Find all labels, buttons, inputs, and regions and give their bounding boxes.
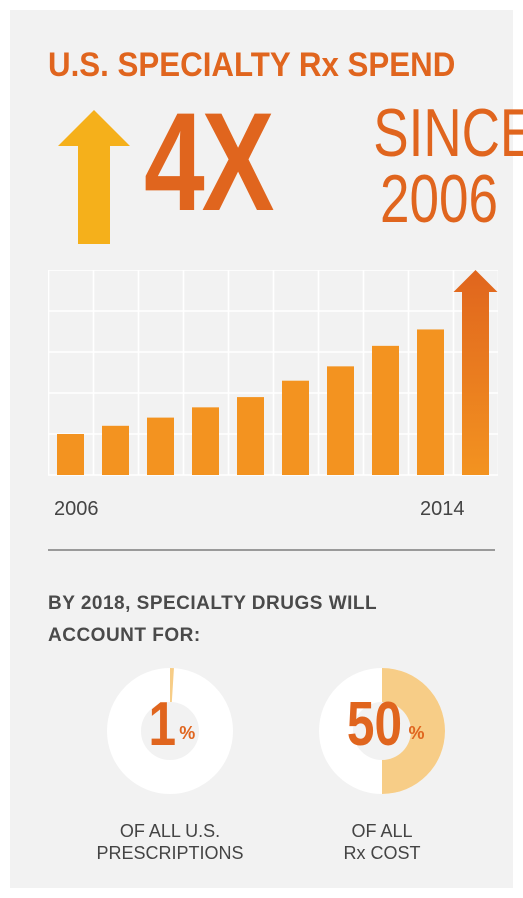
bar-2010 bbox=[237, 397, 264, 475]
donut-share-arc bbox=[170, 668, 174, 703]
growth-multiplier: 4X bbox=[144, 83, 274, 240]
donut-ring-prescriptions bbox=[107, 668, 233, 794]
bar-arrow-2015 bbox=[453, 270, 498, 475]
spend-bar-chart bbox=[48, 270, 498, 476]
headline: U.S. SPECIALTY Rx SPEND bbox=[48, 46, 456, 84]
donut-unit: % bbox=[408, 723, 425, 743]
since-year: 2006 bbox=[380, 161, 498, 237]
caption-cost: OF ALL Rx COST bbox=[282, 820, 482, 864]
bar-2009 bbox=[192, 407, 219, 475]
since-word: SINCE bbox=[373, 95, 523, 171]
donut-prescriptions: 1% bbox=[90, 668, 250, 798]
caption-line: OF ALL bbox=[351, 821, 413, 841]
section-divider bbox=[48, 549, 495, 551]
donut-value-cost: 50% bbox=[302, 690, 462, 760]
caption-line: Rx COST bbox=[343, 843, 421, 863]
donut-number: 50 bbox=[346, 690, 402, 759]
x-tick-label-end: 2014 bbox=[420, 498, 465, 520]
bar-2014 bbox=[417, 329, 444, 475]
bar-2011 bbox=[282, 380, 309, 475]
bar-2007 bbox=[102, 425, 129, 475]
donut-number: 1 bbox=[148, 690, 176, 759]
x-tick-label-start: 2006 bbox=[54, 498, 99, 520]
caption-line: PRESCRIPTIONS bbox=[96, 843, 244, 863]
caption-line: OF ALL U.S. bbox=[119, 821, 221, 841]
donut-share-arc bbox=[382, 668, 445, 794]
donut-unit: % bbox=[179, 723, 196, 743]
bar-2013 bbox=[372, 345, 399, 475]
caption-prescriptions: OF ALL U.S. PRESCRIPTIONS bbox=[70, 820, 270, 864]
donut-value-prescriptions: 1% bbox=[90, 690, 250, 760]
bar-2006 bbox=[57, 434, 84, 475]
since-label: SINCE 2006 bbox=[373, 95, 523, 237]
bar-2012 bbox=[327, 366, 354, 475]
up-arrow-icon bbox=[58, 110, 130, 244]
bar-2008 bbox=[147, 417, 174, 475]
forecast-heading: BY 2018, SPECIALTY DRUGS WILL ACCOUNT FO… bbox=[48, 593, 377, 646]
donut-ring-cost bbox=[319, 668, 445, 794]
donut-cost: 50% bbox=[302, 668, 462, 798]
